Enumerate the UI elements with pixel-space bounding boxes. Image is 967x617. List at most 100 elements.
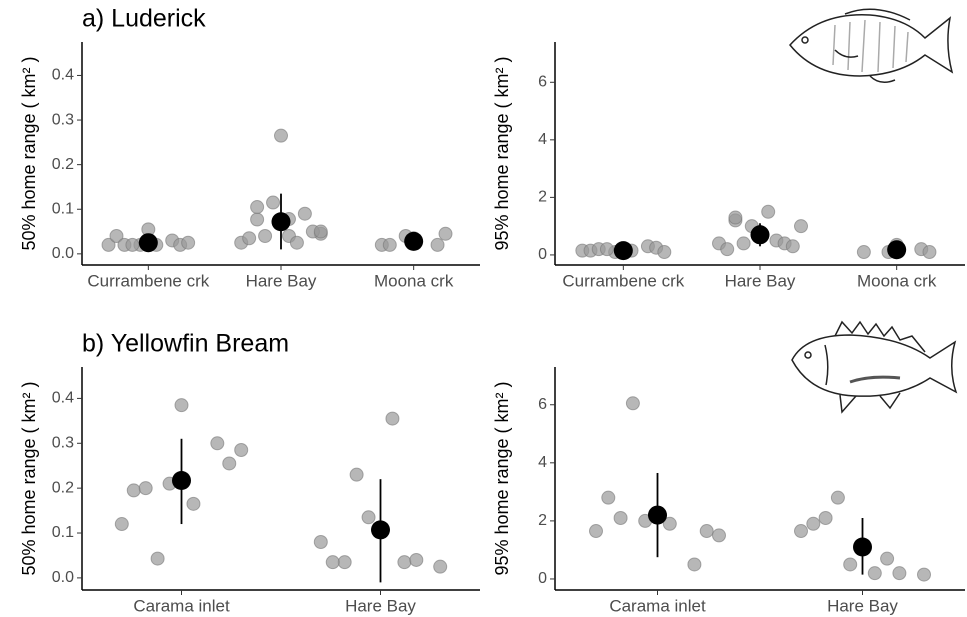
data-point [736,236,751,251]
panel-title: a) Luderick [82,5,206,33]
y-tick-label: 4 [538,131,547,148]
data-point [843,557,858,572]
data-point [433,559,448,574]
data-point [397,555,412,570]
data-point [794,219,808,234]
y-tick-label: 4 [538,454,547,471]
data-point [438,226,453,241]
y-tick-label: 0.2 [52,479,74,496]
data-point [266,195,281,210]
mean-point [172,471,191,491]
y-tick-label: 0.4 [52,390,74,407]
data-point [712,528,726,543]
y-tick-label: 0.4 [52,67,74,84]
mean-point [371,520,390,540]
data-point [880,551,895,566]
x-tick-label: Moona crk [857,271,937,290]
data-point [325,555,340,570]
y-tick-label: 0.2 [52,156,74,173]
data-point [892,566,907,581]
panel-title: b) Yellowfin Bream [82,330,289,358]
x-tick-label: Currambene crk [562,271,684,290]
data-point [138,481,153,496]
mean-point [271,212,291,232]
x-tick-label: Hare Bay [345,596,416,615]
data-point [258,229,273,244]
data-point [297,206,312,221]
data-point [806,516,821,531]
x-tick-label: Carama inlet [133,596,230,615]
y-tick-label: 0.3 [52,111,74,128]
x-tick-label: Hare Bay [725,271,796,290]
mean-point [887,240,907,260]
data-point [361,510,376,525]
x-tick-label: Hare Bay [827,596,898,615]
data-point [150,551,165,566]
x-tick-label: Hare Bay [246,271,317,290]
x-tick-label: Carama inlet [609,596,706,615]
data-point [181,235,196,250]
y-tick-label: 0 [538,246,547,263]
x-tick-label: Currambene crk [87,271,209,290]
y-tick-label: 6 [538,396,547,413]
data-point [409,552,424,567]
data-point [349,467,364,482]
data-point [761,204,776,219]
y-tick-label: 0 [538,570,547,587]
data-point [867,566,882,581]
data-point [289,235,304,250]
y-tick-label: 2 [538,189,547,206]
data-point [101,237,116,252]
mean-point [613,241,633,261]
data-point [385,411,400,426]
x-tick-label: Moona crk [374,271,454,290]
mean-point [648,505,667,525]
data-point [856,245,871,260]
y-axis-label: 50% home range ( km² ) [19,381,39,575]
data-point [589,524,603,539]
mean-point [404,231,424,251]
data-point [599,242,614,257]
data-point [114,517,129,532]
y-tick-label: 0.1 [52,524,74,541]
data-point [274,128,288,143]
data-point [922,245,937,260]
data-point [830,490,845,505]
y-axis-label: 95% home range ( km² ) [492,56,512,250]
data-point [794,524,808,539]
y-tick-label: 6 [538,74,547,91]
y-tick-label: 0.3 [52,434,74,451]
y-tick-label: 2 [538,512,547,529]
y-tick-label: 0.0 [52,245,74,262]
y-tick-label: 0.1 [52,200,74,217]
data-point [174,398,189,413]
data-point [662,516,677,531]
data-point [601,490,616,505]
data-point [720,242,735,257]
data-point [250,212,265,227]
data-point [687,557,702,572]
data-point [699,524,714,539]
data-point [382,237,397,252]
bream-drawing [791,320,958,414]
data-point [250,200,265,215]
data-point [126,483,141,498]
data-point [242,231,257,246]
data-point [234,443,249,458]
mean-point [138,233,158,253]
data-point [613,510,628,525]
data-point [625,396,640,411]
data-point [430,237,445,252]
data-point [313,534,328,549]
data-point [313,224,328,239]
data-point [728,210,743,225]
mean-point [853,537,872,557]
luderick-drawing [789,8,954,83]
data-point [125,237,140,252]
data-point [785,239,800,254]
data-point [210,436,225,451]
data-point [657,245,672,260]
y-axis-label: 50% home range ( km² ) [19,56,39,250]
data-point [818,510,833,525]
